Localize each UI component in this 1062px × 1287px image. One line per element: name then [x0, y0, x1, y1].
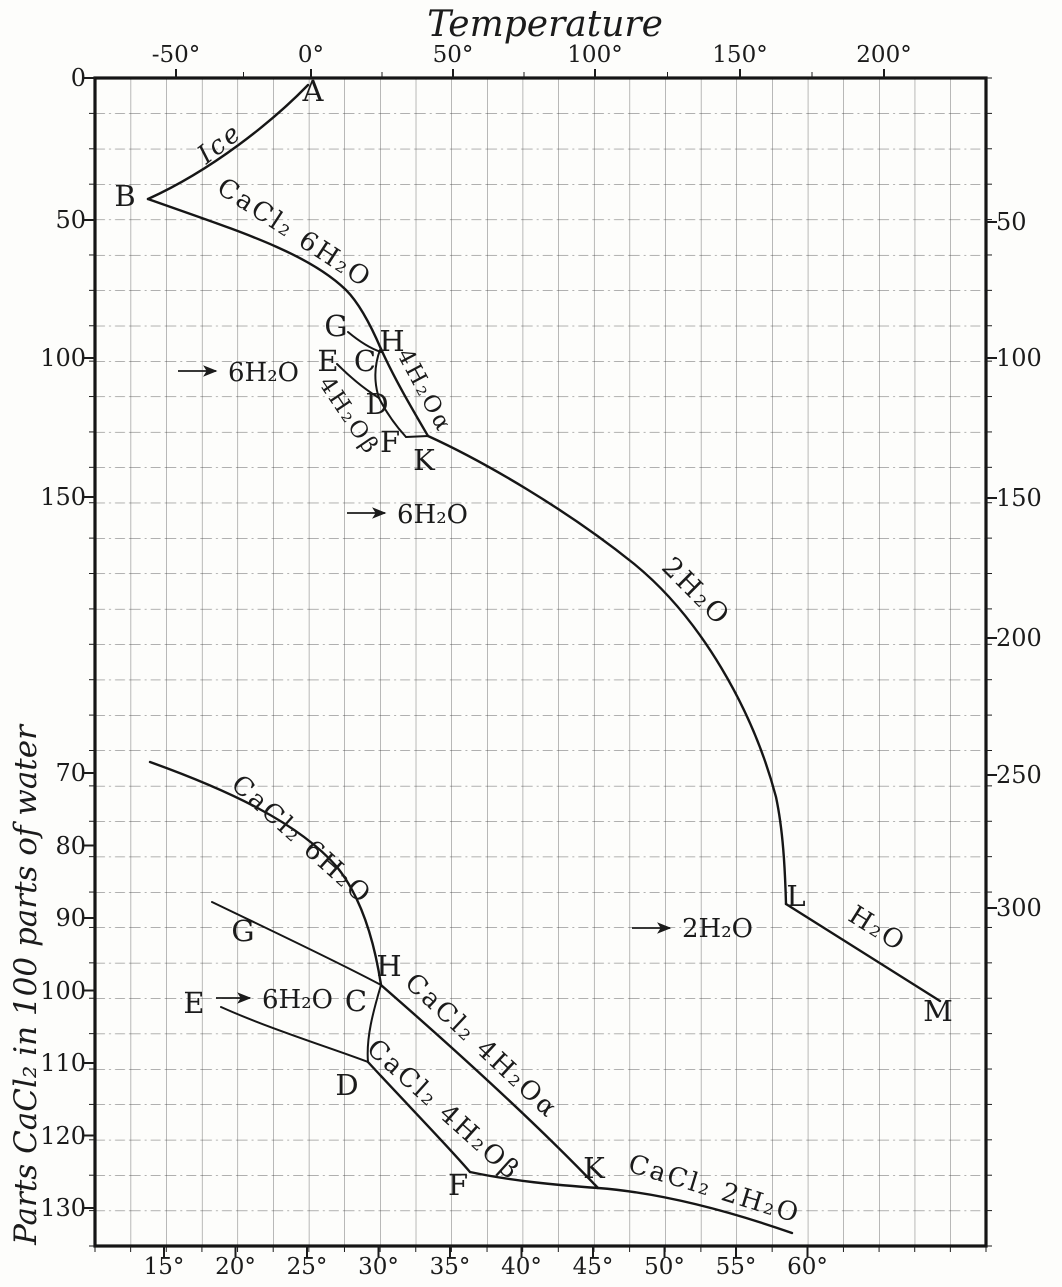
plot-border: [93, 76, 988, 1248]
point-label: F: [380, 425, 400, 459]
left-axis-tick-label: 110: [40, 1049, 86, 1077]
curve-e-d-lower: [220, 1006, 369, 1063]
right-axis-tick-label: 100: [996, 344, 1042, 372]
curve-f-k-2h2o-lower: [468, 1170, 794, 1235]
curve-f-k-upper: [405, 435, 429, 438]
left-axis-tick-label: 50: [55, 206, 86, 234]
bottom-axis-tick-label: 45°: [573, 1254, 614, 1280]
top-axis-tick-label: 100°: [567, 42, 622, 68]
bottom-axis-tick-label: 20°: [215, 1254, 256, 1280]
curve-cacl2-6h2o-lower: [148, 760, 383, 987]
point-label: E: [317, 344, 338, 378]
left-axis-tick-label: 130: [40, 1194, 86, 1222]
annotation-label: 2H₂O: [682, 914, 753, 944]
bottom-axis-tick-label: 30°: [358, 1254, 399, 1280]
top-axis-tick-label: 50°: [433, 42, 474, 68]
curve-cacl2-6h2o-upper: [146, 197, 383, 351]
top-axis-tick-label: 150°: [712, 42, 767, 68]
point-label: K: [583, 1151, 606, 1185]
upper-chart-curves: [146, 83, 942, 1003]
curve-g-h-lower: [211, 901, 382, 986]
bottom-axis-tick-label: 15°: [144, 1254, 185, 1280]
curve-4h2o-alpha-upper: [379, 347, 430, 438]
lower-chart-curves: [148, 760, 794, 1235]
top-axis-tick-label: 200°: [856, 42, 911, 68]
curve-e-d-upper: [336, 363, 380, 399]
point-label: D: [365, 387, 388, 421]
point-label: C: [354, 344, 376, 378]
point-label: M: [923, 994, 953, 1028]
right-axis-tick-label: 200: [996, 624, 1042, 652]
left-axis-tick-label: 150: [40, 483, 86, 511]
point-label: E: [183, 986, 204, 1020]
top-axis-tick-label: -50°: [152, 42, 201, 68]
point-label: L: [786, 879, 805, 913]
left-axis-tick-label: 80: [55, 832, 86, 860]
right-axis-tick-label: 50: [996, 208, 1027, 236]
right-axis-tick-label: 250: [996, 761, 1042, 789]
axis-ticks: [84, 69, 997, 1257]
left-axis-tick-label: 100: [40, 977, 86, 1005]
right-axis-tick-label: 150: [996, 484, 1042, 512]
point-label: F: [448, 1168, 468, 1202]
curve-g-h-upper: [347, 331, 382, 353]
right-axis-tick-label: 300: [996, 894, 1042, 922]
bottom-axis-tick-label: 50°: [644, 1254, 685, 1280]
annotation-label: 6H₂O: [228, 358, 299, 388]
curve-d-f-beta-upper: [378, 397, 407, 438]
curve-h2o-upper: [784, 902, 942, 1003]
point-label: G: [231, 914, 254, 948]
left-axis-tick-label: 0: [71, 64, 86, 92]
top-axis-tick-label: 0°: [298, 42, 324, 68]
annotation-label: 6H₂O: [397, 500, 468, 530]
point-label: C: [345, 984, 367, 1018]
point-label: H: [379, 324, 404, 358]
point-label: D: [335, 1068, 358, 1102]
point-label: H: [376, 949, 401, 983]
annotation-arrows: [178, 365, 672, 1004]
curve-ice: [146, 83, 310, 201]
curve-d-f-beta-lower: [366, 1060, 472, 1174]
grid-area: [95, 78, 986, 1246]
point-label: B: [114, 179, 135, 213]
left-axis-tick-label: 70: [55, 759, 86, 787]
annotation-label: 6H₂O: [262, 985, 333, 1015]
left-axis-tick-label: 90: [55, 904, 86, 932]
curve-h-c-d-lower: [366, 984, 382, 1063]
bottom-axis-tick-label: 55°: [716, 1254, 757, 1280]
bottom-axis-tick-label: 60°: [787, 1254, 828, 1280]
y-axis-title: Parts CaCl₂ in 100 parts of water: [8, 723, 44, 1246]
bottom-axis-tick-label: 35°: [430, 1254, 471, 1280]
curve-2h2o-upper: [426, 434, 788, 906]
bottom-axis-tick-label: 40°: [501, 1254, 542, 1280]
point-label: G: [324, 309, 347, 343]
curve-4h2o-alpha-lower: [379, 983, 600, 1190]
left-axis-tick-label: 100: [40, 344, 86, 372]
curve-h-c-d-upper: [374, 349, 381, 399]
left-axis-tick-label: 120: [40, 1122, 86, 1150]
point-label: K: [413, 443, 436, 477]
chart-title: Temperature: [427, 4, 663, 45]
bottom-axis-tick-label: 25°: [287, 1254, 328, 1280]
point-label: A: [302, 74, 325, 108]
